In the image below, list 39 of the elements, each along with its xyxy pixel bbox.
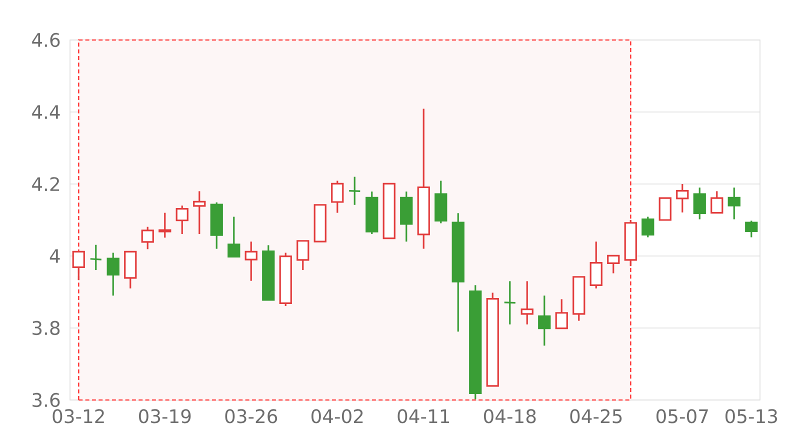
candlestick — [607, 254, 620, 274]
x-tick-label: 04-25 — [570, 409, 622, 424]
y-tick-label: 4.6 — [32, 32, 60, 48]
candlestick — [710, 190, 724, 214]
y-tick-label: 4 — [50, 249, 60, 263]
candlestick — [244, 240, 258, 282]
candlestick — [176, 204, 188, 235]
candlestick — [590, 240, 602, 290]
x-tick-label: 04-18 — [484, 409, 536, 424]
x-tick-label: 04-11 — [398, 409, 450, 424]
candlestick — [106, 252, 120, 296]
candlestick — [348, 176, 361, 206]
candlestick — [555, 298, 568, 330]
candlestick — [676, 183, 689, 214]
candlestick — [228, 216, 240, 258]
x-tick-label: 03-12 — [52, 409, 104, 424]
candlestick — [538, 294, 551, 346]
candlestick — [693, 186, 706, 220]
y-tick-label: 4.4 — [32, 105, 60, 119]
candlestick — [193, 190, 206, 235]
candlestick — [658, 197, 672, 221]
candlestick — [90, 244, 102, 271]
x-tick-label: 05-13 — [725, 409, 778, 424]
x-tick-label: 03-26 — [225, 409, 278, 424]
y-tick-label: 4.2 — [32, 177, 59, 191]
candlestick — [504, 280, 516, 326]
x-tick-label: 05-07 — [656, 409, 708, 424]
candlestick — [331, 180, 344, 214]
candlestick — [296, 240, 310, 271]
candlestick — [728, 186, 740, 220]
candlestick — [642, 216, 654, 238]
y-tick-label: 3.8 — [32, 320, 60, 336]
y-tick-label: 3.6 — [32, 392, 60, 408]
x-tick-label: 03-19 — [138, 409, 191, 424]
candlestick — [745, 220, 758, 238]
candlestick — [158, 212, 172, 238]
candlestick — [141, 226, 154, 250]
candlestick — [520, 280, 534, 326]
x-tick-label: 04-02 — [311, 409, 363, 424]
